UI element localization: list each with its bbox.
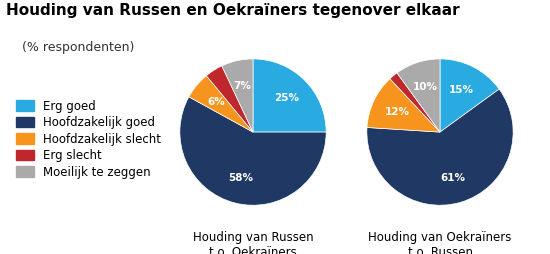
Text: 6%: 6% [207,97,225,107]
Wedge shape [189,76,253,132]
Text: Houding van Oekraïners
t.o. Russen: Houding van Oekraïners t.o. Russen [368,231,512,254]
Text: (% respondenten): (% respondenten) [22,41,134,54]
Wedge shape [206,66,253,132]
Wedge shape [253,59,326,132]
Wedge shape [367,79,440,132]
Text: 15%: 15% [449,85,474,95]
Wedge shape [397,59,440,132]
Legend: Erg goed, Hoofdzakelijk goed, Hoofdzakelijk slecht, Erg slecht, Moeilijk te zegg: Erg goed, Hoofdzakelijk goed, Hoofdzakel… [12,95,166,183]
Text: 7%: 7% [234,81,251,91]
Text: 61%: 61% [441,173,466,183]
Text: Houding van Russen en Oekraïners tegenover elkaar: Houding van Russen en Oekraïners tegenov… [6,3,459,18]
Text: 58%: 58% [229,173,254,183]
Text: 25%: 25% [274,93,299,103]
Text: Houding van Russen
t.o. Oekraïners: Houding van Russen t.o. Oekraïners [192,231,314,254]
Text: 10%: 10% [413,82,438,92]
Wedge shape [222,59,253,132]
Wedge shape [367,89,513,205]
Wedge shape [440,59,499,132]
Wedge shape [180,97,326,205]
Text: 12%: 12% [384,107,410,117]
Wedge shape [390,73,440,132]
